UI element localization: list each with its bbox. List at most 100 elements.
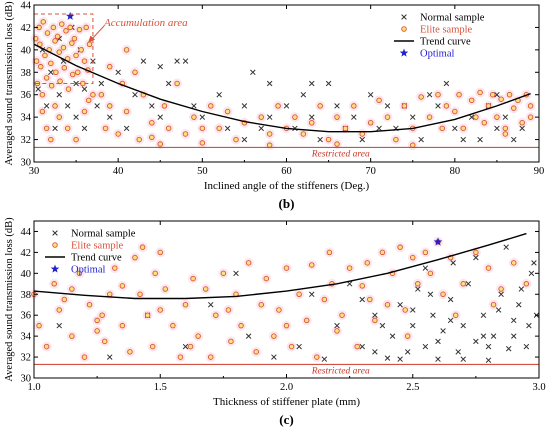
elite-sample-point (119, 283, 126, 289)
elite-sample-point (519, 119, 525, 126)
elite-sample-point (48, 82, 55, 89)
elite-sample-point (85, 97, 92, 104)
normal-sample-point (123, 125, 130, 132)
panel-b-axes: 30 40 50 60 70 80 90 30 32 34 36 38 40 42 44 (21, 1, 545, 178)
panel-c-label: (c) (279, 412, 293, 427)
elite-sample-point (253, 349, 259, 355)
elite-sample-point (177, 354, 184, 360)
elite-sample-point (139, 244, 146, 250)
elite-sample-point (372, 317, 378, 324)
normal-sample-point (35, 86, 41, 92)
x-tick-label: 1.0 (27, 382, 40, 393)
elite-sample-point (225, 307, 232, 313)
normal-sample-point (435, 103, 441, 109)
normal-sample-point (427, 291, 434, 298)
x-tick-label: 60 (281, 166, 292, 177)
normal-sample-point (435, 338, 441, 345)
normal-sample-point (494, 91, 500, 98)
elite-sample-point (132, 254, 138, 261)
elite-sample-point (384, 114, 391, 120)
elite-sample-point (477, 89, 483, 96)
elite-sample-point (71, 35, 78, 42)
elite-sample-point (81, 58, 88, 64)
elite-sample-point (309, 119, 315, 126)
elite-sample-point (86, 41, 93, 48)
panel-b-y-axis-label: Averaged sound transmission loss (dB) (4, 1, 15, 166)
normal-sample-point (379, 322, 386, 329)
panel-c-y-axis-label: Averaged sound transmission loss (dB) (4, 217, 15, 382)
normal-sample-point (106, 354, 113, 360)
x-tick-label: 90 (534, 166, 545, 177)
elite-sample-point (69, 333, 75, 339)
legend-elite-marker (401, 26, 407, 32)
elite-sample-point (56, 49, 63, 55)
elite-sample-point (137, 291, 143, 298)
elite-sample-point (245, 260, 252, 266)
normal-sample-point (182, 58, 189, 64)
elite-sample-point (190, 275, 196, 282)
normal-sample-point (376, 125, 382, 132)
normal-sample-point (450, 260, 456, 266)
y-tick-label: 30 (21, 158, 32, 169)
elite-sample-point (506, 91, 513, 98)
normal-sample-point (426, 91, 433, 98)
normal-sample-point (384, 355, 391, 361)
elite-sample-point (354, 343, 360, 350)
elite-sample-point (502, 125, 509, 132)
normal-sample-point (308, 291, 315, 298)
normal-sample-point (157, 114, 164, 120)
normal-sample-point (52, 125, 58, 132)
normal-sample-point (480, 333, 487, 339)
normal-sample-point (207, 301, 214, 308)
elite-sample-point (410, 142, 416, 148)
elite-sample-point (149, 343, 156, 350)
y-tick-label: 42 (21, 23, 32, 34)
elite-sample-point (65, 86, 72, 92)
panel-b-restricted-label: Restricted area (311, 149, 370, 159)
elite-sample-point (123, 108, 130, 115)
normal-sample-point (389, 333, 396, 339)
elite-sample-point (106, 291, 113, 298)
elite-sample-point (283, 322, 290, 329)
normal-sample-point (271, 354, 277, 360)
normal-sample-point (317, 136, 323, 143)
elite-sample-point (283, 265, 290, 271)
elite-sample-point (502, 131, 509, 137)
elite-sample-point (276, 307, 282, 313)
legend-label: Optimal (420, 49, 454, 60)
panel-b-accumulation-label: Accumulation area (103, 17, 188, 29)
elite-sample-point (393, 136, 399, 143)
elite-sample-point (207, 354, 214, 360)
normal-sample-point (250, 69, 256, 76)
normal-sample-point (519, 125, 525, 132)
elite-sample-point (339, 312, 345, 318)
normal-sample-point (452, 125, 458, 132)
elite-sample-point (132, 69, 138, 76)
normal-sample-point (81, 86, 88, 92)
elite-sample-point (202, 286, 209, 292)
elite-sample-point (326, 249, 333, 256)
elite-sample-point (101, 338, 108, 345)
elite-sample-point (325, 136, 332, 143)
legend-normal-marker (401, 14, 407, 20)
elite-sample-point (207, 103, 214, 109)
normal-sample-point (199, 114, 206, 120)
elite-sample-point (384, 301, 391, 308)
elite-sample-point (56, 307, 63, 313)
elite-sample-point (439, 125, 445, 132)
normal-sample-point (485, 343, 492, 350)
panel-c-axes: 1.0 1.5 2.0 2.5 3.0 30 32 34 36 38 40 42 44 (21, 221, 546, 393)
elite-sample-point (468, 97, 475, 104)
elite-sample-point (292, 114, 298, 120)
elite-sample-point (94, 317, 100, 324)
elite-sample-point (40, 19, 47, 25)
elite-sample-point (67, 24, 73, 31)
elite-sample-point (473, 249, 479, 256)
elite-sample-point (494, 114, 500, 120)
normal-sample-point (359, 343, 366, 350)
legend-label: Elite sample (71, 241, 124, 252)
normal-sample-point (516, 301, 522, 308)
elite-sample-point (115, 131, 121, 137)
